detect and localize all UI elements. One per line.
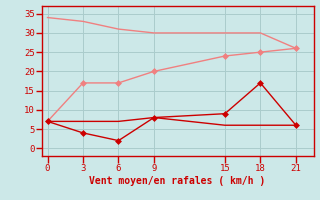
X-axis label: Vent moyen/en rafales ( km/h ): Vent moyen/en rafales ( km/h ) [90,176,266,186]
